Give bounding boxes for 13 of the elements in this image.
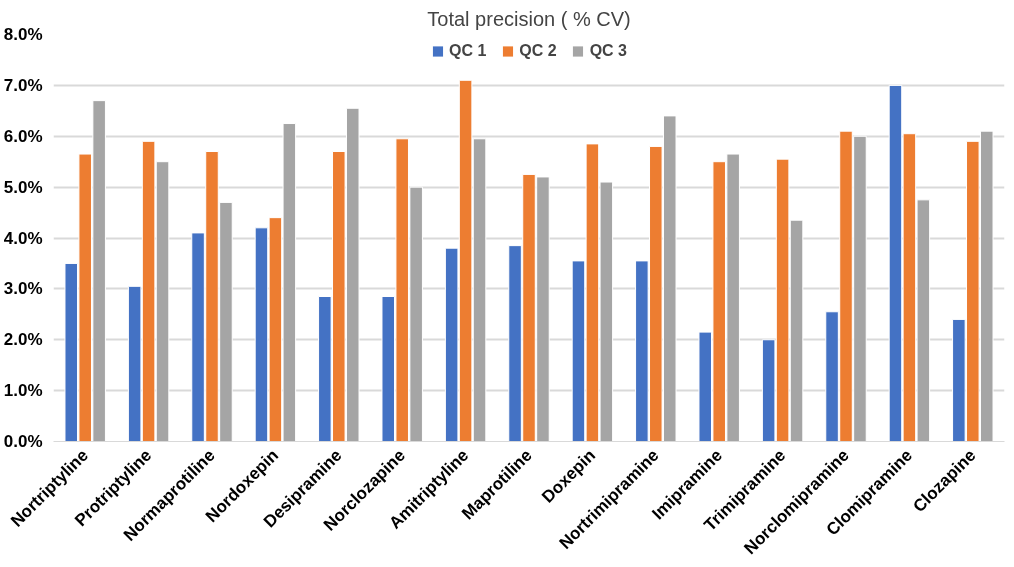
y-tick-label: 6.0%	[3, 126, 43, 146]
y-tick-label: 5.0%	[3, 177, 43, 197]
y-tick-label: 2.0%	[3, 330, 43, 350]
legend-label: QC 2	[519, 42, 557, 60]
chart-title: Total precision ( % CV)	[427, 7, 631, 30]
y-tick-label: 4.0%	[3, 228, 43, 248]
y-tick-label: 8.0%	[3, 25, 43, 44]
y-tick-label: 7.0%	[3, 75, 43, 95]
legend-label: QC 1	[448, 42, 487, 60]
y-tick-label: 0.0%	[3, 432, 43, 451]
y-tick-label: 3.0%	[3, 279, 43, 299]
legend-label: QC 3	[589, 42, 628, 60]
y-tick-label: 1.0%	[3, 381, 43, 401]
